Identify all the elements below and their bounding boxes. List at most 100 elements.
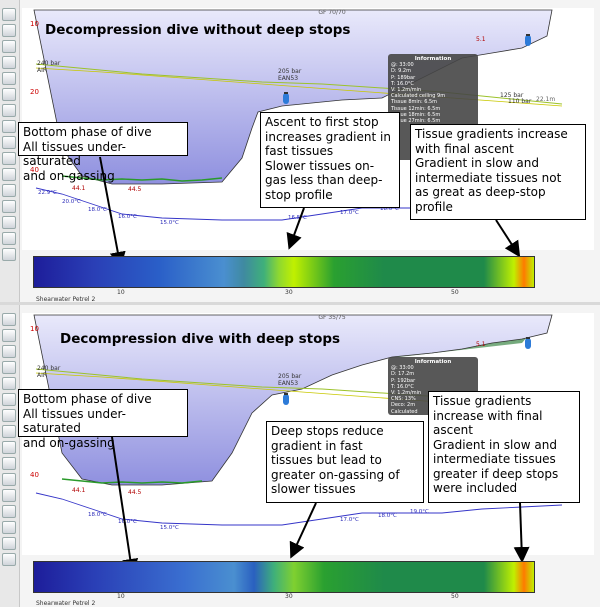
gas-icon[interactable] xyxy=(2,345,16,358)
depth-tick: 20 xyxy=(30,88,39,96)
ceiling-end-label: 22.1m xyxy=(536,96,556,103)
ceiling-icon[interactable] xyxy=(2,441,16,454)
heart-rate-icon[interactable] xyxy=(2,56,16,69)
gas-switch-icon[interactable] xyxy=(280,393,292,407)
chart-title: Decompression dive without deep stops xyxy=(45,22,351,38)
info-line: Tissue 27min: 6.5m xyxy=(391,118,441,125)
callout-line: gradient in fast xyxy=(271,438,363,453)
callout-line: Tissue gradients xyxy=(433,394,532,408)
ascent-depth-label: 5.1 xyxy=(476,341,486,348)
mod-icon[interactable] xyxy=(2,200,16,213)
callout-line: increase with final xyxy=(433,408,543,423)
ascent-depth-label: 5.1 xyxy=(476,36,486,43)
callout-line: as great as deep-stop xyxy=(415,185,546,199)
callout-bottom-phase: Bottom phase of dive All tissues under-s… xyxy=(18,122,188,183)
temperature-label: 22.9°C xyxy=(38,190,57,196)
plan-icon[interactable] xyxy=(2,8,16,21)
mod-icon[interactable] xyxy=(2,505,16,518)
depth-tick: 40 xyxy=(30,166,39,174)
info-title: Information xyxy=(414,359,452,365)
heart-rate-icon[interactable] xyxy=(2,361,16,374)
info-line: Deco: 2m xyxy=(391,402,416,409)
speed-icon[interactable] xyxy=(2,152,16,165)
info-line: CNS: 13% xyxy=(391,396,416,403)
min-depth-label: 44.5 xyxy=(128,489,142,496)
speed-icon[interactable] xyxy=(2,457,16,470)
callout-line: and on-gassing xyxy=(23,435,115,450)
temperature-label: 18.0°C xyxy=(88,207,107,213)
profile-icon[interactable] xyxy=(2,329,16,342)
info-line: V: 1.2m/min xyxy=(391,87,422,94)
info-line: Tissue 8min: 6.5m xyxy=(391,99,438,106)
info-line: D: 17.2m xyxy=(391,371,415,378)
temperature-label: 17.0°C xyxy=(340,210,359,216)
profile-icon[interactable] xyxy=(2,24,16,37)
info-line: Tissue 18min: 6.5m xyxy=(391,111,441,118)
event-icon[interactable] xyxy=(2,184,16,197)
callout-bottom-phase: Bottom phase of dive All tissues under-s… xyxy=(18,389,188,450)
bookmark-icon[interactable] xyxy=(522,34,534,48)
info-line: Calculated xyxy=(391,408,418,415)
deco-icon[interactable] xyxy=(2,232,16,245)
temperature-label: 19.0°C xyxy=(410,509,429,515)
callout-line: greater on-gassing of xyxy=(271,467,400,482)
callout-line: stop profile xyxy=(265,187,333,202)
callout-line: Slower tissues on- xyxy=(265,158,375,173)
bottom-trace xyxy=(61,175,223,182)
gradient-factor-label: GF 35/75 xyxy=(318,314,346,321)
temperature-label: 15.0°C xyxy=(160,525,179,531)
tissue-heatmap xyxy=(33,561,535,593)
callout-line: ascent xyxy=(433,423,473,437)
callout-line: Deep stops reduce xyxy=(271,424,384,438)
n2-icon[interactable] xyxy=(2,393,16,406)
time-tick: 30 xyxy=(285,593,293,600)
gas-icon[interactable] xyxy=(2,40,16,53)
callout-line: profile xyxy=(415,199,453,214)
callout-line: fast tissues xyxy=(265,144,334,158)
event-icon[interactable] xyxy=(2,489,16,502)
bookmark-icon[interactable] xyxy=(522,337,534,351)
profile-toolbar xyxy=(0,0,20,302)
tissues-icon[interactable] xyxy=(2,168,16,181)
callout-ascent: Ascent to first stop increases gradient … xyxy=(260,112,400,208)
temperature-icon[interactable] xyxy=(2,425,16,438)
callout-line: greater if deep stops xyxy=(433,466,559,481)
callout-final-ascent: Tissue gradients increase with final asc… xyxy=(410,124,586,220)
ead-icon[interactable] xyxy=(2,216,16,229)
n2-icon[interactable] xyxy=(2,88,16,101)
callout-line: Tissue gradients increase xyxy=(415,127,568,141)
depth-tick: 40 xyxy=(30,471,39,479)
info-line: P: 189bar xyxy=(391,74,416,81)
ead-icon[interactable] xyxy=(2,521,16,534)
info-line: @: 33:00 xyxy=(391,62,414,69)
heatmap-icon[interactable] xyxy=(2,248,16,261)
temperature-label: 16.5°C xyxy=(288,215,307,221)
temperature-label: 18.0°C xyxy=(88,512,107,518)
pressure-icon[interactable] xyxy=(2,72,16,85)
ceiling-icon[interactable] xyxy=(2,136,16,149)
callout-line: increases gradient in xyxy=(265,129,391,144)
callout-line: slower tissues xyxy=(271,482,356,496)
depth-tick: 10 xyxy=(30,20,39,28)
mid-gas-label: 205 bar EAN53 xyxy=(278,68,302,82)
info-line: D: 9.2m xyxy=(391,68,411,75)
gas-switch-icon[interactable] xyxy=(280,92,292,106)
profile-toolbar xyxy=(0,305,20,607)
callout-line: intermediate tissues xyxy=(433,452,556,466)
tissues-icon[interactable] xyxy=(2,473,16,486)
info-line: Calculated ceiling 9m xyxy=(391,93,446,100)
callout-final-ascent: Tissue gradients increase with final asc… xyxy=(428,391,580,503)
info-line: V: 1.2m/min xyxy=(391,390,422,397)
heatmap-icon[interactable] xyxy=(2,553,16,566)
callout-line: with final ascent xyxy=(415,141,514,156)
temperature-icon[interactable] xyxy=(2,120,16,133)
info-line: T: 16.0°C xyxy=(391,80,414,87)
tissue-heatmap xyxy=(33,256,535,288)
plan-icon[interactable] xyxy=(2,313,16,326)
depth-tick: 10 xyxy=(30,325,39,333)
pressure-icon[interactable] xyxy=(2,377,16,390)
deco-icon[interactable] xyxy=(2,537,16,550)
sac-icon[interactable] xyxy=(2,409,16,422)
min-depth-label: 44.1 xyxy=(72,487,86,494)
sac-icon[interactable] xyxy=(2,104,16,117)
